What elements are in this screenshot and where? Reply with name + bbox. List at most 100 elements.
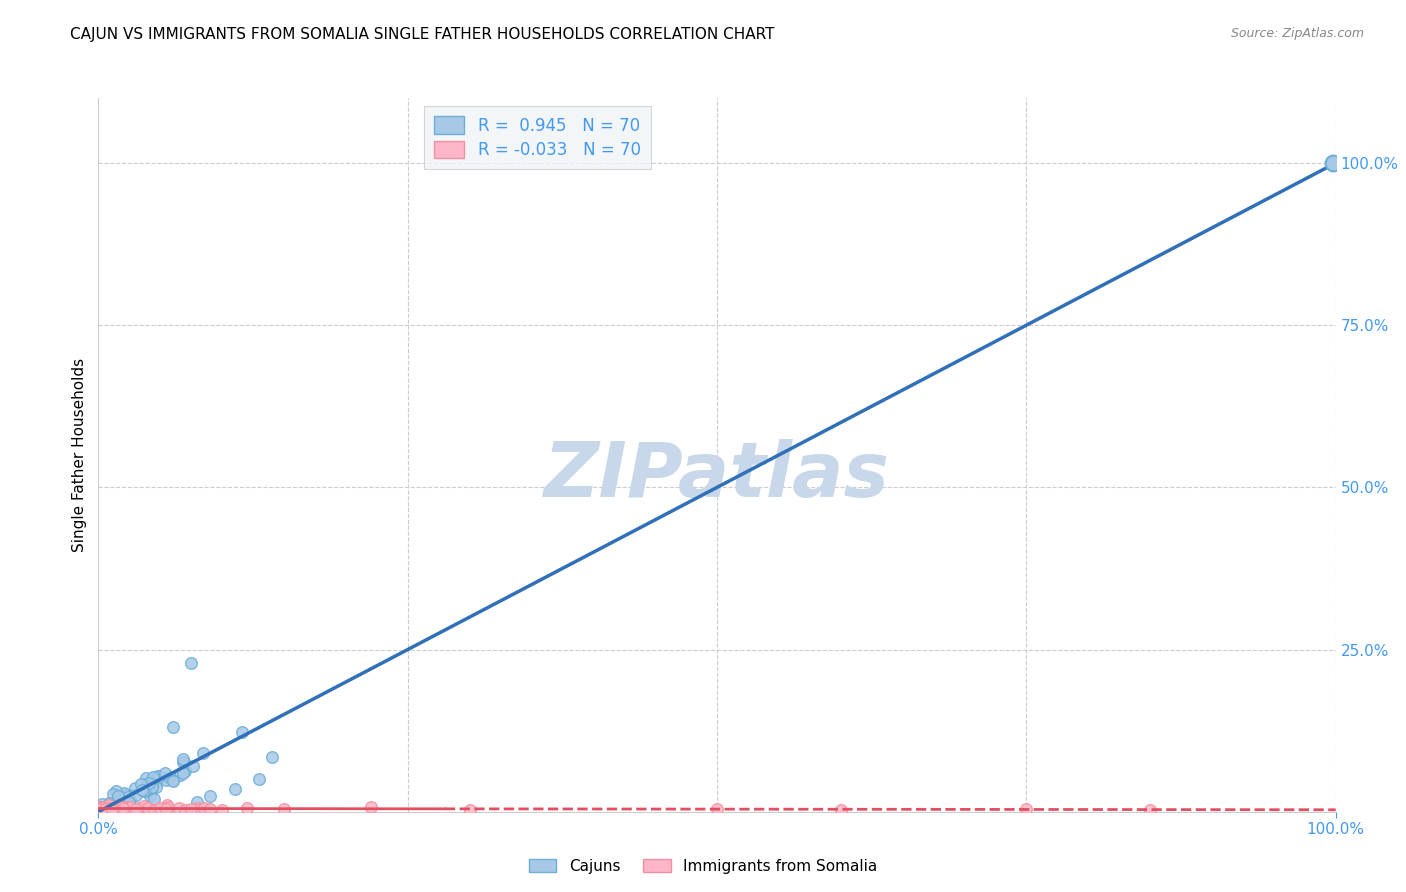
Point — [139, 782, 162, 797]
Point — [101, 803, 124, 817]
Point — [186, 795, 208, 809]
Point — [90, 797, 112, 812]
Point — [110, 801, 132, 815]
Point — [114, 790, 136, 805]
Point — [153, 766, 176, 780]
Point — [101, 802, 124, 816]
Point — [186, 801, 208, 815]
Point — [121, 804, 143, 818]
Point — [129, 803, 152, 817]
Text: CAJUN VS IMMIGRANTS FROM SOMALIA SINGLE FATHER HOUSEHOLDS CORRELATION CHART: CAJUN VS IMMIGRANTS FROM SOMALIA SINGLE … — [70, 27, 775, 42]
Point — [142, 770, 165, 784]
Point — [107, 789, 129, 804]
Point — [103, 799, 125, 814]
Point — [98, 800, 121, 814]
Text: Source: ZipAtlas.com: Source: ZipAtlas.com — [1230, 27, 1364, 40]
Point — [191, 746, 214, 760]
Point — [101, 801, 124, 815]
Point — [186, 803, 208, 817]
Point — [706, 802, 728, 816]
Point — [260, 749, 283, 764]
Point — [180, 656, 202, 670]
Legend: Cajuns, Immigrants from Somalia: Cajuns, Immigrants from Somalia — [523, 853, 883, 880]
Point — [98, 805, 121, 819]
Point — [1139, 803, 1161, 817]
Point — [107, 799, 129, 814]
Point — [139, 773, 162, 788]
Point — [112, 786, 135, 800]
Point — [117, 797, 139, 812]
Point — [224, 782, 246, 797]
Point — [172, 765, 194, 780]
Point — [134, 784, 156, 798]
Point — [104, 796, 127, 810]
Point — [89, 804, 111, 818]
Point — [141, 780, 163, 794]
Point — [114, 800, 136, 814]
Point — [120, 793, 142, 807]
Point — [135, 804, 157, 818]
Point — [94, 799, 117, 814]
Point — [143, 803, 166, 817]
Point — [141, 776, 163, 790]
Point — [124, 780, 146, 795]
Point — [138, 775, 160, 789]
Point — [89, 800, 111, 814]
Point — [167, 801, 190, 815]
Point — [93, 803, 115, 817]
Y-axis label: Single Father Households: Single Father Households — [72, 358, 87, 552]
Point — [121, 804, 143, 818]
Point — [172, 756, 194, 770]
Point — [114, 788, 136, 802]
Point — [156, 798, 179, 813]
Point — [131, 777, 153, 791]
Point — [136, 801, 159, 815]
Point — [89, 802, 111, 816]
Point — [120, 800, 142, 814]
Point — [94, 804, 117, 818]
Point — [134, 780, 156, 795]
Point — [98, 804, 121, 818]
Point — [157, 770, 180, 784]
Point — [91, 802, 114, 816]
Point — [172, 752, 194, 766]
Point — [1015, 802, 1038, 816]
Point — [117, 788, 139, 802]
Point — [155, 802, 177, 816]
Point — [183, 758, 205, 772]
Point — [162, 773, 184, 788]
Point — [94, 801, 117, 815]
Point — [193, 801, 215, 815]
Point — [360, 799, 382, 814]
Point — [101, 801, 124, 815]
Point — [93, 801, 115, 815]
Point — [114, 790, 136, 805]
Point — [236, 801, 259, 815]
Point — [180, 802, 202, 816]
Point — [231, 725, 253, 739]
Point — [98, 797, 121, 811]
Point — [145, 780, 167, 795]
Point — [198, 802, 221, 816]
Point — [174, 803, 197, 817]
Point — [89, 799, 111, 814]
Point — [108, 797, 131, 812]
Point — [173, 764, 195, 779]
Point — [169, 768, 191, 782]
Point — [162, 720, 184, 734]
Point — [117, 789, 139, 804]
Point — [101, 787, 124, 801]
Point — [93, 803, 115, 817]
Point — [89, 804, 111, 818]
Point — [131, 782, 153, 797]
Point — [114, 802, 136, 816]
Point — [91, 803, 114, 817]
Point — [89, 800, 111, 814]
Point — [91, 804, 114, 818]
Point — [105, 798, 128, 813]
Point — [100, 803, 122, 817]
Point — [128, 801, 150, 815]
Point — [122, 803, 145, 817]
Point — [112, 804, 135, 818]
Point — [162, 772, 184, 787]
